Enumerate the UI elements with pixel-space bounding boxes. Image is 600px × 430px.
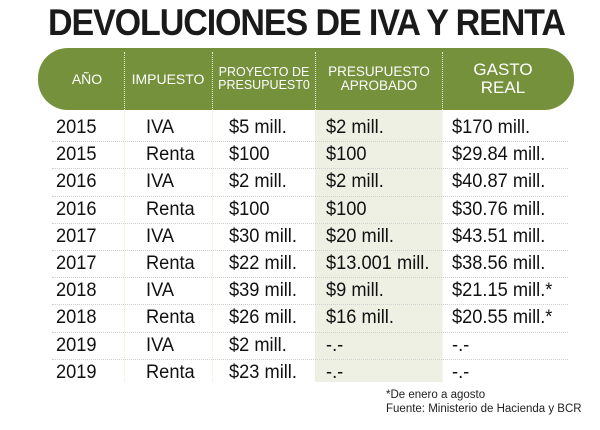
row-separator <box>52 331 568 333</box>
cell-proyecto: $2 mill. <box>229 171 287 193</box>
column-divider <box>442 52 443 382</box>
cell-proyecto: $22 mill. <box>229 253 297 274</box>
cell-anio: 2018 <box>56 307 97 329</box>
cell-proyecto: $23 mill. <box>229 361 297 383</box>
cell-gasto: $40.87 mill. <box>452 171 546 193</box>
cell-aprobado: -.- <box>326 334 344 356</box>
header-anio: AÑO <box>71 70 103 87</box>
cell-aprobado: $2 mill. <box>326 117 384 138</box>
cell-anio: 2017 <box>56 225 97 247</box>
approved-column-shade <box>315 110 442 382</box>
cell-aprobado: $2 mill. <box>326 171 384 193</box>
cell-gasto: $30.76 mill. <box>452 198 546 220</box>
column-divider <box>212 52 213 382</box>
cell-proyecto: $39 mill. <box>229 280 297 302</box>
cell-impuesto: Renta <box>146 307 195 329</box>
row-separator <box>52 250 568 251</box>
cell-aprobado: $20 mill. <box>326 225 394 247</box>
table-row: 2015 IVA $5 mill. $2 mill. $170 mill. <box>52 115 568 140</box>
header-aprobado: PRESUPUESTO APROBADO <box>328 63 430 93</box>
cell-impuesto: Renta <box>146 198 195 220</box>
cell-anio: 2018 <box>56 280 97 302</box>
cell-anio: 2019 <box>56 334 97 356</box>
column-divider <box>124 52 125 382</box>
cell-impuesto: Renta <box>146 144 195 166</box>
cell-aprobado: $100 <box>326 198 367 220</box>
cell-impuesto: Renta <box>146 253 195 274</box>
notes: *De enero a agosto Fuente: Ministerio de… <box>386 388 582 416</box>
row-separator <box>52 195 568 197</box>
cell-gasto: $21.15 mill.* <box>452 280 553 302</box>
cell-gasto: $170 mill. <box>452 117 531 138</box>
table-row: 2017 Renta $22 mill. $13.001 mill. $38.56 mi… <box>52 251 568 276</box>
row-separator <box>52 358 568 360</box>
cell-gasto: $20.55 mill.* <box>452 307 553 329</box>
cell-gasto: -.- <box>452 334 470 356</box>
cell-anio: 2015 <box>56 144 97 166</box>
cell-impuesto: IVA <box>146 225 175 247</box>
cell-proyecto: $5 mill. <box>229 117 287 138</box>
cell-impuesto: IVA <box>146 334 175 356</box>
table-header-bar <box>38 48 574 110</box>
cell-aprobado: $9 mill. <box>326 280 384 302</box>
cell-gasto: $29.84 mill. <box>452 144 546 166</box>
cell-proyecto: $26 mill. <box>229 307 297 329</box>
row-separator <box>52 304 568 306</box>
row-separator <box>52 277 568 279</box>
table-row: 2018 IVA $39 mill. $9 mill. $21.15 mill.* <box>52 278 568 303</box>
header-impuesto: IMPUESTO <box>131 70 205 87</box>
cell-anio: 2015 <box>56 117 97 138</box>
cell-impuesto: IVA <box>146 280 175 302</box>
cell-proyecto: $100 <box>229 144 270 166</box>
page-title: DEVOLUCIONES DE IVA Y RENTA <box>48 2 566 43</box>
cell-gasto: $43.51 mill. <box>452 225 546 247</box>
cell-proyecto: $30 mill. <box>229 225 297 247</box>
column-divider <box>315 52 316 382</box>
cell-impuesto: IVA <box>146 117 175 138</box>
cell-aprobado: $16 mill. <box>326 307 394 329</box>
cell-impuesto: Renta <box>146 361 195 383</box>
row-separator <box>52 168 568 170</box>
header-proyecto: PROYECTO DE PRESUPUEST0 <box>218 64 310 92</box>
cell-impuesto: IVA <box>146 171 175 193</box>
row-separator <box>52 141 568 143</box>
cell-anio: 2016 <box>56 198 97 220</box>
cell-proyecto: $2 mill. <box>229 334 287 356</box>
cell-anio: 2017 <box>56 253 97 274</box>
cell-aprobado: $13.001 mill. <box>326 253 430 274</box>
cell-anio: 2019 <box>56 361 97 383</box>
cell-gasto: $38.56 mill. <box>452 253 546 274</box>
table-row: 2019 IVA $2 mill. -.- -.- <box>52 333 568 358</box>
table-row: 2018 Renta $26 mill. $16 mill. $20.55 mill.* <box>52 305 568 330</box>
header-gasto: GASTO REAL <box>473 60 533 97</box>
table-row: 2016 Renta $100 $100 $30.76 mill. <box>52 197 568 222</box>
source-note: Fuente: Ministerio de Hacienda y BCR <box>386 403 582 415</box>
table-row: 2019 Renta $23 mill. -.- -.- <box>52 360 568 385</box>
row-separator <box>52 222 568 224</box>
cell-gasto: -.- <box>452 361 470 383</box>
cell-aprobado: $100 <box>326 144 367 166</box>
table-row: 2016 IVA $2 mill. $2 mill. $40.87 mill. <box>52 169 568 194</box>
cell-anio: 2016 <box>56 171 97 193</box>
footnote: *De enero a agosto <box>386 389 486 401</box>
table-row: 2017 IVA $30 mill. $20 mill. $43.51 mill. <box>52 224 568 249</box>
cell-aprobado: -.- <box>326 361 344 383</box>
cell-proyecto: $100 <box>229 198 270 220</box>
table-row: 2015 Renta $100 $100 $29.84 mill. <box>52 142 568 167</box>
